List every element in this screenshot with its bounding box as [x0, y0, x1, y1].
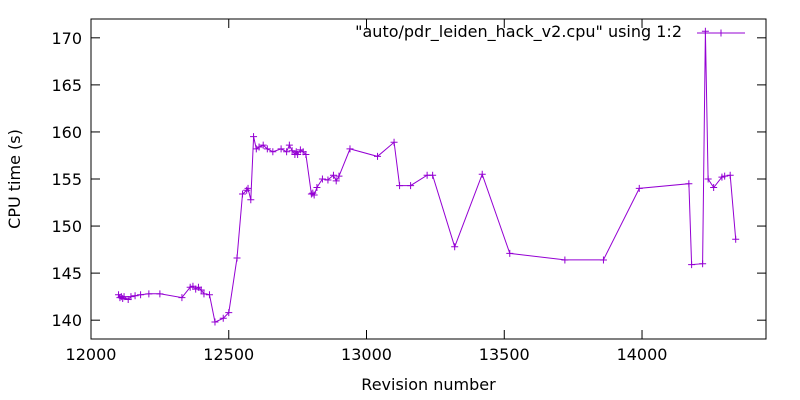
- data-point: [285, 141, 293, 149]
- data-point: [197, 286, 205, 294]
- x-tick-label: 12500: [203, 345, 254, 364]
- data-point: [599, 256, 607, 264]
- data-point: [429, 171, 437, 179]
- y-tick-label: 170: [51, 29, 82, 48]
- x-tick-label: 13500: [479, 345, 530, 364]
- data-point: [205, 291, 213, 299]
- data-point: [688, 261, 696, 269]
- data-point: [332, 177, 340, 185]
- y-tick-label: 165: [51, 76, 82, 95]
- data-point: [310, 191, 318, 199]
- x-tick-label: 13000: [341, 345, 392, 364]
- data-point: [726, 171, 734, 179]
- x-axis-label: Revision number: [361, 375, 496, 394]
- legend-marker: [717, 29, 725, 37]
- data-point: [255, 143, 263, 151]
- data-point: [120, 293, 128, 301]
- data-point: [233, 254, 241, 262]
- data-point: [263, 145, 271, 153]
- data-point: [478, 170, 486, 178]
- y-tick-label: 160: [51, 123, 82, 142]
- x-axis-ticks: 12000 12500 13000 13500 14000: [66, 19, 668, 364]
- data-point: [131, 292, 139, 300]
- data-point: [721, 172, 729, 180]
- data-point: [137, 291, 145, 299]
- data-point: [324, 176, 332, 184]
- data-point: [396, 182, 404, 190]
- y-tick-label: 150: [51, 217, 82, 236]
- data-point: [710, 183, 718, 191]
- data-point: [259, 141, 267, 149]
- data-point: [156, 290, 164, 298]
- data-point: [277, 145, 285, 153]
- data-point: [288, 147, 296, 155]
- y-tick-label: 140: [51, 311, 82, 330]
- data-point: [701, 27, 709, 35]
- y-tick-label: 145: [51, 264, 82, 283]
- data-point: [451, 243, 459, 251]
- data-point: [244, 184, 252, 192]
- plot-frame: [90, 18, 767, 340]
- x-tick-label: 14000: [617, 345, 668, 364]
- data-point: [239, 190, 247, 198]
- data-point: [374, 152, 382, 160]
- data-point: [225, 309, 233, 317]
- data-point: [704, 175, 712, 183]
- data-point: [685, 180, 693, 188]
- x-tick-label: 12000: [66, 345, 117, 364]
- data-point: [269, 148, 277, 156]
- data-point: [635, 184, 643, 192]
- data-point: [200, 290, 208, 298]
- y-tick-label: 155: [51, 170, 82, 189]
- data-point: [329, 171, 337, 179]
- data-point: [250, 133, 258, 141]
- y-axis-label: CPU time (s): [5, 129, 24, 229]
- legend-label: "auto/pdr_leiden_hack_v2.cpu" using 1:2: [355, 22, 682, 42]
- data-point: [178, 294, 186, 302]
- data-point: [313, 183, 321, 191]
- data-point: [294, 151, 302, 159]
- data-point: [346, 145, 354, 153]
- data-point: [732, 235, 740, 243]
- y-axis-ticks: 140 145 150 155 160 165 170: [51, 29, 766, 330]
- data-point: [283, 148, 291, 156]
- data-point: [506, 249, 514, 257]
- data-point: [390, 138, 398, 146]
- series-layer: [115, 27, 740, 326]
- legend: "auto/pdr_leiden_hack_v2.cpu" using 1:2: [355, 22, 745, 42]
- data-point: [335, 172, 343, 180]
- data-point: [211, 318, 219, 326]
- data-point: [302, 151, 310, 159]
- data-point: [561, 256, 569, 264]
- data-point: [699, 260, 707, 268]
- data-point: [127, 293, 135, 301]
- data-point: [318, 175, 326, 183]
- data-point: [219, 314, 227, 322]
- data-point: [145, 290, 153, 298]
- data-point: [407, 182, 415, 190]
- data-point: [247, 196, 255, 204]
